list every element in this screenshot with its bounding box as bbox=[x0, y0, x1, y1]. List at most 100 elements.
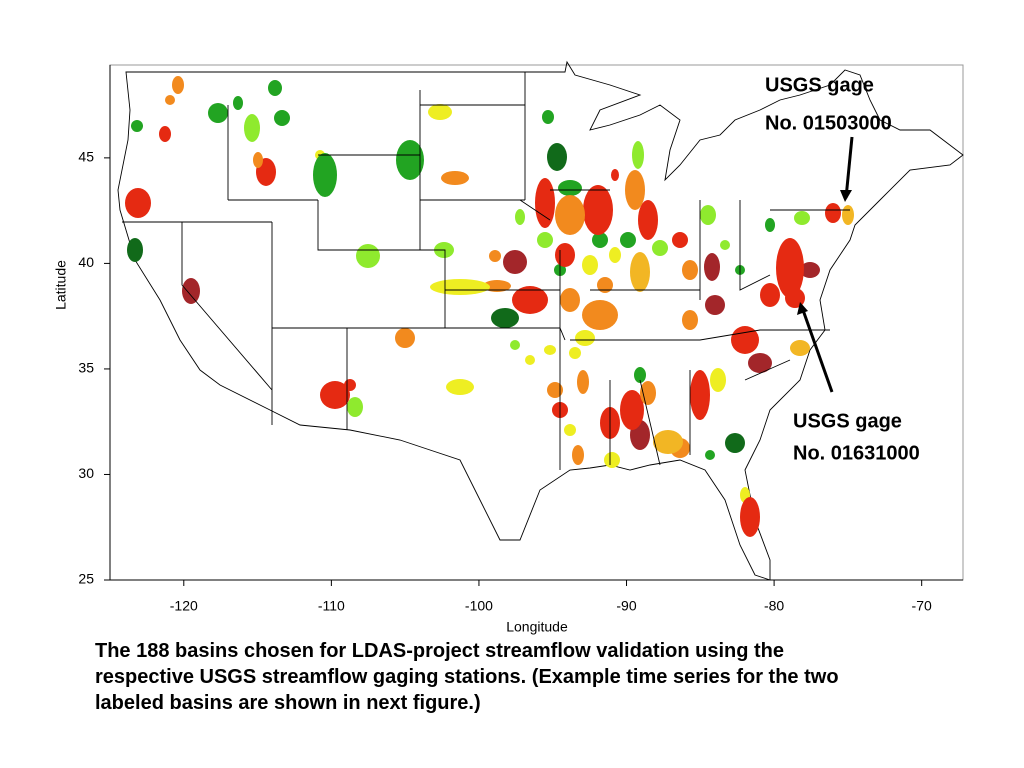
basin bbox=[794, 211, 810, 225]
basin bbox=[396, 140, 424, 180]
arrow-head bbox=[797, 302, 808, 315]
basin bbox=[547, 382, 563, 398]
y-tick-label: 40 bbox=[78, 254, 94, 270]
basin bbox=[592, 232, 608, 248]
basin bbox=[446, 379, 474, 395]
basin bbox=[765, 218, 775, 232]
y-tick-label: 30 bbox=[78, 465, 94, 481]
basin bbox=[705, 450, 715, 460]
basin bbox=[165, 95, 175, 105]
basin bbox=[172, 76, 184, 94]
basin bbox=[577, 370, 589, 394]
basin bbox=[253, 152, 263, 168]
basin bbox=[604, 452, 620, 468]
basin bbox=[558, 180, 582, 196]
annotation: No. 01503000 bbox=[765, 112, 892, 134]
basin bbox=[630, 252, 650, 292]
basin bbox=[575, 330, 595, 346]
basin bbox=[347, 397, 363, 417]
basin bbox=[244, 114, 260, 142]
basin bbox=[564, 424, 576, 436]
basin bbox=[625, 170, 645, 210]
y-axis-label: Latitude bbox=[53, 260, 69, 310]
basin bbox=[555, 243, 575, 267]
caption-line: The 188 basins chosen for LDAS-project s… bbox=[95, 640, 785, 662]
basin bbox=[127, 238, 143, 262]
x-tick-label: -70 bbox=[912, 598, 932, 614]
basin bbox=[510, 340, 520, 350]
basin bbox=[441, 171, 469, 185]
basin bbox=[760, 283, 780, 307]
basin bbox=[491, 308, 519, 328]
y-tick-label: 45 bbox=[78, 149, 94, 165]
basin bbox=[483, 280, 511, 292]
basin bbox=[825, 203, 841, 223]
basin bbox=[731, 326, 759, 354]
basin bbox=[652, 240, 668, 256]
basin bbox=[503, 250, 527, 274]
x-tick-label: -120 bbox=[170, 598, 198, 614]
basin bbox=[640, 381, 656, 405]
basin bbox=[725, 433, 745, 453]
basin bbox=[634, 367, 646, 383]
basin bbox=[537, 232, 553, 248]
basin bbox=[430, 279, 490, 295]
basin bbox=[705, 295, 725, 315]
basin bbox=[313, 153, 337, 197]
basin bbox=[159, 126, 171, 142]
basin bbox=[620, 232, 636, 248]
basin bbox=[704, 253, 720, 281]
basin bbox=[542, 110, 554, 124]
basin bbox=[720, 240, 730, 250]
basin bbox=[535, 178, 555, 228]
annotation-arrow bbox=[844, 136, 854, 199]
basin bbox=[682, 260, 698, 280]
basin bbox=[489, 250, 501, 262]
basin bbox=[632, 141, 644, 169]
basin bbox=[395, 328, 415, 348]
caption: The 188 basins chosen for LDAS-project s… bbox=[95, 638, 1024, 716]
basin bbox=[682, 310, 698, 330]
basin bbox=[597, 277, 613, 293]
basin bbox=[525, 355, 535, 365]
basin bbox=[560, 288, 580, 312]
basin bbox=[547, 143, 567, 171]
basin bbox=[268, 80, 282, 96]
annotation: USGS gage bbox=[765, 74, 874, 96]
x-tick-label: -90 bbox=[616, 598, 636, 614]
basin bbox=[428, 104, 452, 120]
basin bbox=[611, 169, 619, 181]
caption-line: respective USGS streamflow gaging statio… bbox=[95, 666, 839, 688]
basin bbox=[582, 300, 618, 330]
basin bbox=[582, 255, 598, 275]
basin bbox=[208, 103, 228, 123]
basin bbox=[555, 195, 585, 235]
basin bbox=[233, 96, 243, 110]
basin bbox=[512, 286, 548, 314]
basin bbox=[583, 185, 613, 235]
basin bbox=[790, 340, 810, 356]
basin bbox=[653, 430, 683, 454]
annotation: USGS gage bbox=[793, 410, 902, 432]
x-tick-label: -110 bbox=[318, 598, 345, 614]
y-tick-label: 35 bbox=[78, 360, 94, 376]
annotation-arrow bbox=[801, 309, 834, 393]
basin bbox=[800, 262, 820, 278]
basin bbox=[356, 244, 380, 268]
basin bbox=[609, 247, 621, 263]
plot-frame bbox=[109, 64, 964, 581]
basin bbox=[748, 353, 772, 373]
basin bbox=[131, 120, 143, 132]
x-tick-label: -100 bbox=[465, 598, 493, 614]
basin bbox=[320, 381, 350, 409]
basin bbox=[125, 188, 151, 218]
x-tick-label: -80 bbox=[764, 598, 784, 614]
basin bbox=[182, 278, 200, 304]
arrow-head bbox=[840, 190, 852, 202]
y-tick-label: 25 bbox=[78, 571, 94, 587]
basin bbox=[842, 205, 854, 225]
basin bbox=[776, 238, 804, 298]
basin bbox=[740, 497, 760, 537]
basin bbox=[515, 209, 525, 225]
